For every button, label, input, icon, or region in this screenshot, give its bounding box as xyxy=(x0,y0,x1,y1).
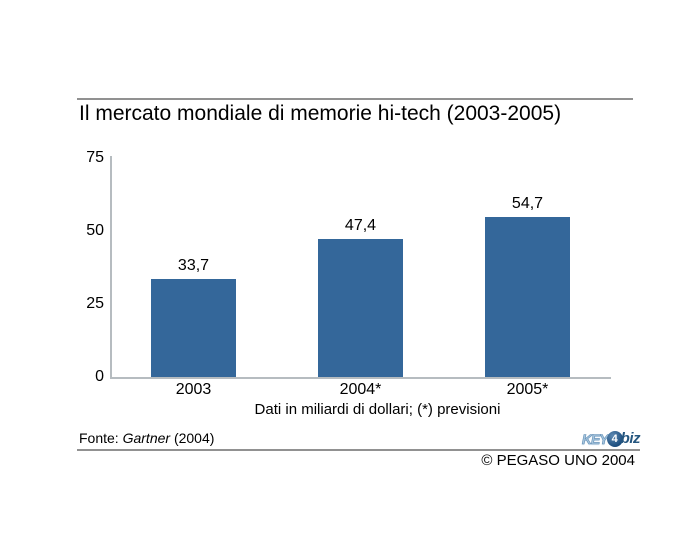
source-suffix: (2004) xyxy=(170,430,215,446)
y-tick-label: 25 xyxy=(86,295,104,312)
page-title: Il mercato mondiale di memorie hi-tech (… xyxy=(79,102,562,125)
x-axis-line xyxy=(110,377,611,379)
copyright-text: © PEGASO UNO 2004 xyxy=(481,452,635,469)
chart-caption: Dati in miliardi di dollari; (*) previsi… xyxy=(254,401,501,418)
bottom-divider xyxy=(77,449,640,451)
top-divider xyxy=(77,98,633,100)
logo-biz-text: biz xyxy=(620,430,641,447)
y-tick-label: 50 xyxy=(86,222,104,239)
logo-key-text: KEY xyxy=(581,430,609,447)
bar-2004* xyxy=(318,238,403,377)
y-axis-line xyxy=(110,156,112,379)
source-prefix: Fonte: xyxy=(79,430,123,446)
y-tick-label: 75 xyxy=(86,149,104,166)
x-category-label: 2005* xyxy=(506,381,549,398)
bar-2005* xyxy=(485,217,570,377)
x-category-label: 2003 xyxy=(175,381,212,398)
source-name: Gartner xyxy=(122,430,171,446)
bar-value-label: 54,7 xyxy=(511,195,544,213)
bar-value-label: 47,4 xyxy=(344,216,377,234)
key4biz-logo: KEY 4 biz xyxy=(581,429,641,450)
bar-2003 xyxy=(151,278,236,377)
source-note: Fonte: Gartner (2004) xyxy=(79,430,214,446)
logo-four-badge: 4 xyxy=(606,430,623,447)
bar-value-label: 33,7 xyxy=(177,256,210,274)
y-tick-label: 0 xyxy=(95,368,104,385)
x-category-label: 2004* xyxy=(339,381,382,398)
